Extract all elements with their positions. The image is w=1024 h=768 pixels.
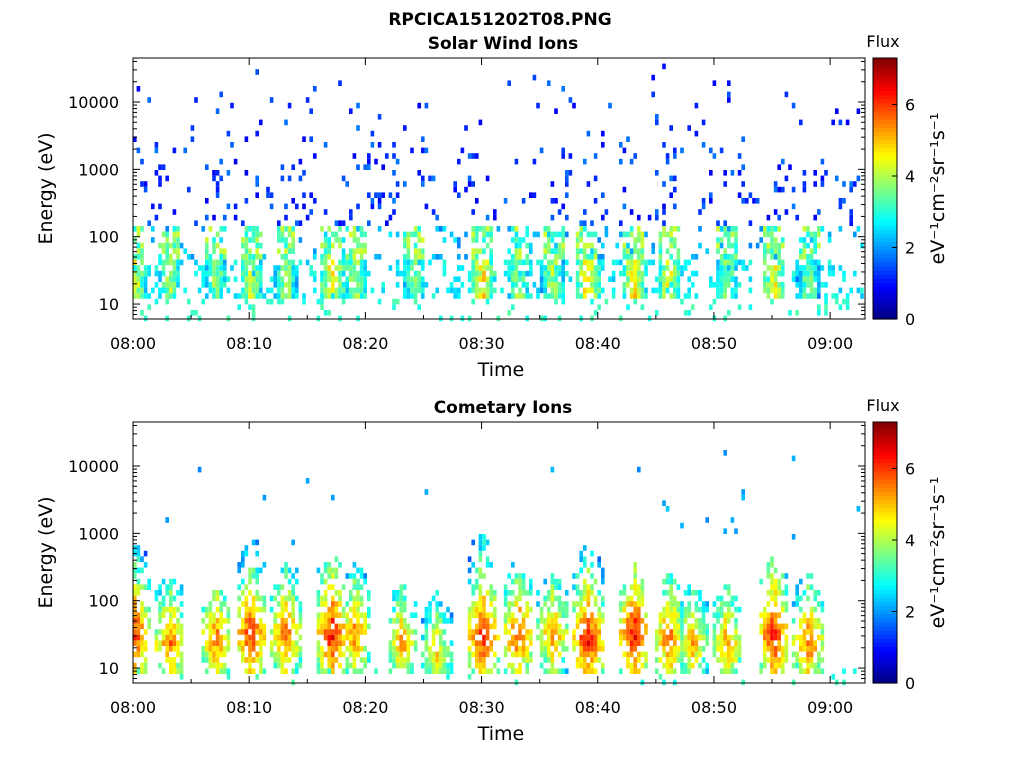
colorbar-units-label: eV⁻¹cm⁻²sr⁻¹s⁻¹ — [927, 477, 949, 629]
y-axis-label: Energy (eV) — [35, 132, 57, 244]
colorbar-title: Flux — [866, 396, 899, 415]
x-tick-label: 08:30 — [459, 334, 505, 353]
x-tick-label: 08:40 — [575, 334, 621, 353]
x-tick-label: 08:50 — [691, 698, 737, 717]
colorbar: 0 2 4 6 Flux eV⁻¹cm⁻²sr⁻¹s⁻¹ — [866, 32, 949, 329]
colorbar-tick-label: 4 — [905, 531, 915, 550]
y-tick-label: 10000 — [68, 457, 119, 476]
y-tick-label: 100 — [88, 228, 119, 247]
x-tick-label: 08:30 — [459, 698, 505, 717]
x-axis-label: Time — [477, 359, 525, 381]
x-tick-label: 09:00 — [807, 698, 853, 717]
x-tick-label: 08:00 — [110, 698, 156, 717]
y-tick-label: 10000 — [68, 93, 119, 112]
colorbar-tick-label: 6 — [905, 95, 915, 114]
x-tick-label: 09:00 — [807, 334, 853, 353]
spectrogram-cells — [133, 63, 864, 322]
panel-title: Solar Wind Ions — [428, 34, 579, 54]
spectrogram-cells — [133, 450, 861, 686]
x-tick-label: 08:40 — [575, 698, 621, 717]
panel-1: Solar Wind Ions 08:00 08:10 08:20 08:30 08:40… — [35, 32, 949, 381]
x-tick-label: 08:50 — [691, 334, 737, 353]
colorbar-units-label: eV⁻¹cm⁻²sr⁻¹s⁻¹ — [927, 113, 949, 265]
x-tick-label: 08:00 — [110, 334, 156, 353]
x-axis-label: Time — [477, 723, 525, 745]
y-tick-label: 10 — [99, 295, 119, 314]
y-tick-label: 10 — [99, 659, 119, 678]
x-tick-label: 08:20 — [342, 334, 388, 353]
x-tick-label: 08:10 — [226, 698, 272, 717]
colorbar-tick-label: 0 — [905, 310, 915, 329]
panel-title: Cometary Ions — [434, 398, 573, 418]
x-tick-label: 08:20 — [342, 698, 388, 717]
y-tick-label: 1000 — [78, 524, 119, 543]
colorbar-tick-label: 6 — [905, 459, 915, 478]
plot-area-frame — [132, 57, 866, 320]
y-axis-label: Energy (eV) — [35, 496, 57, 608]
colorbar: 0 2 4 6 Flux eV⁻¹cm⁻²sr⁻¹s⁻¹ — [866, 396, 949, 693]
figure-title: RPCICA151202T08.PNG — [388, 10, 611, 30]
colorbar-tick-label: 4 — [905, 167, 915, 186]
x-tick-label: 08:10 — [226, 334, 272, 353]
y-tick-label: 100 — [88, 592, 119, 611]
panel-2: Cometary Ions 08:00 08:10 08:20 08:30 08:40 08… — [35, 396, 949, 745]
colorbar-title: Flux — [866, 32, 899, 51]
colorbar-tick-label: 0 — [905, 674, 915, 693]
colorbar-tick-label: 2 — [905, 238, 915, 257]
colorbar-tick-label: 2 — [905, 602, 915, 621]
y-tick-label: 1000 — [78, 160, 119, 179]
plot-area-frame — [132, 421, 866, 684]
